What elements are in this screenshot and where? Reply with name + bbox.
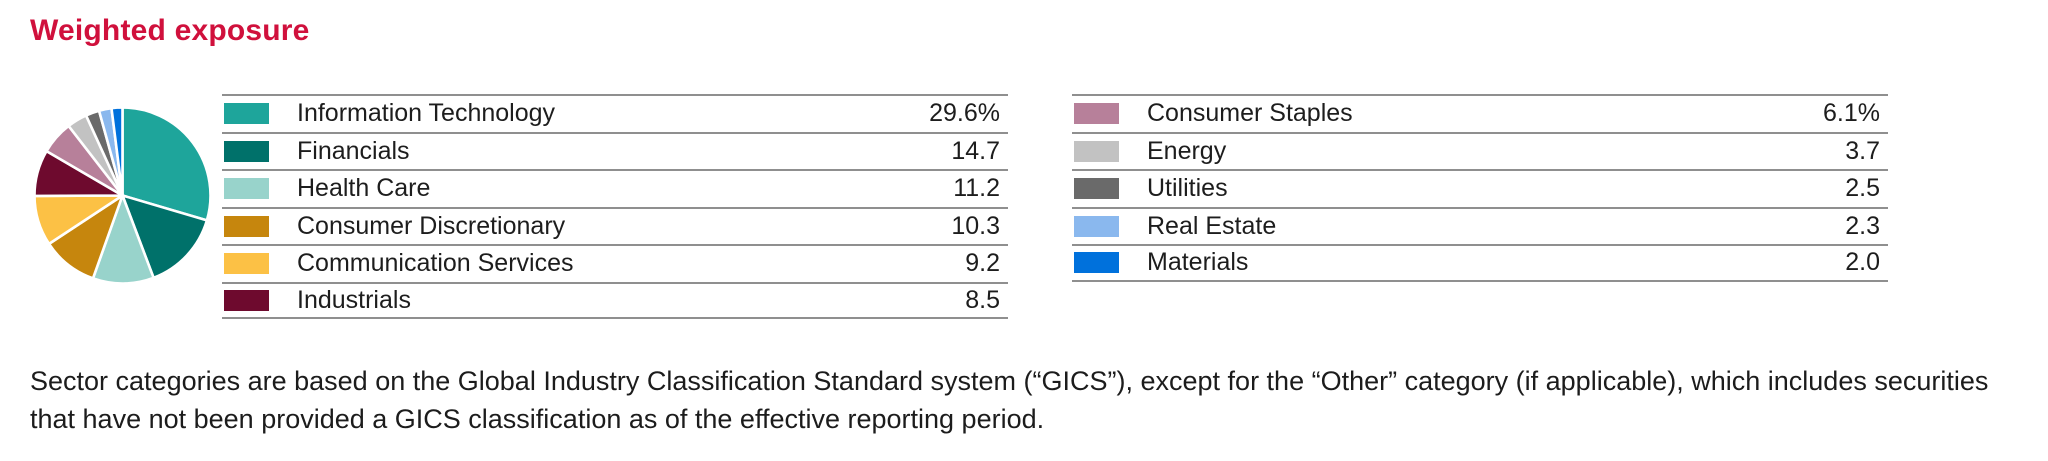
legend-label: Consumer Discretionary bbox=[297, 211, 566, 240]
legend-value: 11.2 bbox=[953, 174, 1000, 203]
legend-row: Energy 3.7 bbox=[1072, 131, 1888, 170]
legend-label: Financials bbox=[297, 136, 410, 165]
legend-swatch bbox=[224, 215, 269, 237]
pie-slice bbox=[121, 194, 209, 280]
page-title: Weighted exposure bbox=[30, 14, 310, 47]
legend-row: Communication Services 9.2 bbox=[222, 244, 1008, 282]
legend-row: Consumer Discretionary 10.3 bbox=[222, 206, 1008, 245]
legend-swatch bbox=[224, 178, 269, 200]
legend-swatch bbox=[224, 140, 269, 162]
legend-value: 6.1% bbox=[1823, 99, 1880, 128]
legend-label: Communication Services bbox=[297, 249, 574, 278]
legend-swatch bbox=[224, 103, 269, 125]
pie-slice bbox=[110, 106, 124, 197]
legend-value: 3.7 bbox=[1845, 136, 1880, 165]
legend-label: Industrials bbox=[297, 285, 411, 314]
legend-table-left: Information Technology 29.6% Financials … bbox=[222, 94, 1008, 319]
legend-row: Financials 14.7 bbox=[222, 131, 1008, 170]
legend-row: Health Care 11.2 bbox=[222, 169, 1008, 207]
pie-slice bbox=[121, 106, 212, 222]
legend-row: Real Estate 2.3 bbox=[1072, 206, 1888, 245]
legend-value: 2.0 bbox=[1845, 248, 1880, 277]
legend-value: 2.5 bbox=[1845, 174, 1880, 203]
footnote: Sector categories are based on the Globa… bbox=[30, 362, 2030, 438]
legend-label: Health Care bbox=[297, 174, 431, 203]
legend-row: Utilities 2.5 bbox=[1072, 169, 1888, 207]
legend-label: Information Technology bbox=[297, 99, 556, 128]
legend-swatch bbox=[1074, 103, 1119, 125]
legend-table-right: Consumer Staples 6.1% Energy 3.7 Utiliti… bbox=[1072, 94, 1888, 282]
legend-label: Real Estate bbox=[1147, 211, 1277, 240]
legend-value: 29.6% bbox=[929, 99, 1000, 128]
pie-chart bbox=[33, 106, 212, 285]
legend-swatch bbox=[1074, 215, 1119, 237]
legend-value: 14.7 bbox=[951, 136, 1000, 165]
legend-swatch bbox=[1074, 252, 1119, 274]
footnote-line: that have not been provided a GICS class… bbox=[30, 404, 1045, 434]
legend-value: 10.3 bbox=[951, 211, 1000, 240]
legend-value: 2.3 bbox=[1845, 211, 1880, 240]
legend-row: Information Technology 29.6% bbox=[222, 94, 1008, 132]
legend-label: Energy bbox=[1147, 136, 1227, 165]
legend-value: 9.2 bbox=[965, 249, 1000, 278]
legend-value: 8.5 bbox=[965, 285, 1000, 314]
legend-swatch bbox=[1074, 178, 1119, 200]
legend-label: Utilities bbox=[1147, 174, 1228, 203]
legend-row: Materials 2.0 bbox=[1072, 244, 1888, 282]
legend-swatch bbox=[1074, 140, 1119, 162]
legend-label: Consumer Staples bbox=[1147, 99, 1353, 128]
legend-label: Materials bbox=[1147, 248, 1249, 277]
legend-row: Consumer Staples 6.1% bbox=[1072, 94, 1888, 132]
legend-row: Industrials 8.5 bbox=[222, 281, 1008, 319]
footnote-line: Sector categories are based on the Globa… bbox=[30, 366, 1989, 396]
legend-swatch bbox=[224, 289, 269, 311]
legend-swatch bbox=[224, 253, 269, 275]
